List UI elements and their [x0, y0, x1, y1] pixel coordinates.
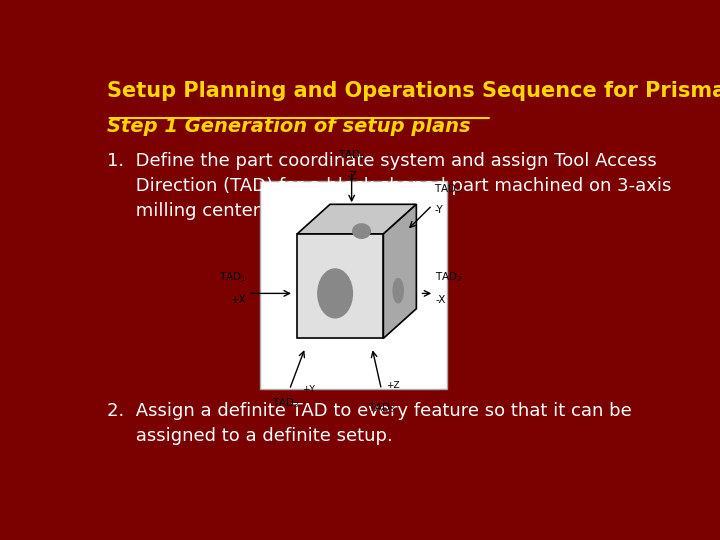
Text: TAD$_3$: TAD$_3$ [272, 396, 300, 410]
Text: 1.  Define the part coordinate system and assign Tool Access
     Direction (TAD: 1. Define the part coordinate system and… [107, 152, 671, 220]
Text: TAD$_6$: TAD$_6$ [338, 148, 366, 162]
Ellipse shape [353, 224, 370, 238]
Text: Setup Planning and Operations Sequence for Prismatic Parts: Setup Planning and Operations Sequence f… [107, 82, 720, 102]
FancyBboxPatch shape [260, 181, 447, 389]
Polygon shape [297, 234, 383, 339]
Text: +X: +X [230, 295, 246, 305]
Text: TAD$_2$: TAD$_2$ [436, 271, 463, 285]
Text: 2.  Assign a definite TAD to every feature so that it can be
     assigned to a : 2. Assign a definite TAD to every featur… [107, 402, 631, 444]
Polygon shape [297, 204, 416, 234]
Text: -X: -X [436, 295, 446, 305]
Text: TAD$_5$: TAD$_5$ [368, 401, 395, 415]
Text: +Y: +Y [302, 385, 315, 394]
Text: +Z: +Z [386, 381, 400, 390]
Polygon shape [383, 204, 416, 339]
Text: Step 1 Generation of setup plans: Step 1 Generation of setup plans [107, 117, 470, 136]
Text: TAD$_4$: TAD$_4$ [434, 183, 462, 196]
Ellipse shape [393, 279, 403, 303]
Circle shape [318, 269, 352, 318]
Text: -Z: -Z [346, 171, 357, 181]
Text: -Y: -Y [434, 205, 443, 215]
Text: TAD$_1$: TAD$_1$ [219, 271, 246, 285]
